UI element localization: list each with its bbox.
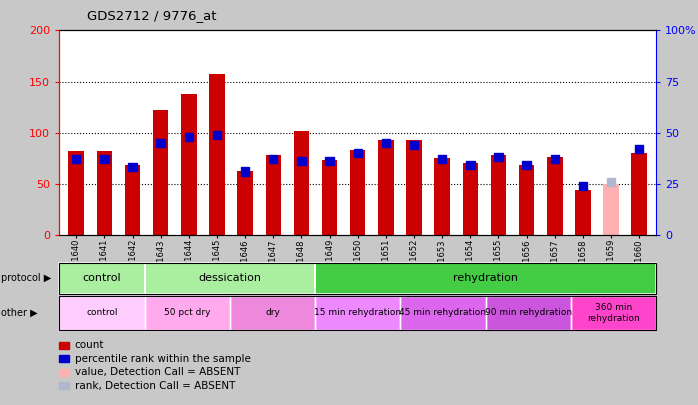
Bar [128,163,137,171]
Bar [269,155,278,163]
Text: other ▶: other ▶ [1,308,37,318]
Bar [551,155,559,163]
Bar [547,157,563,235]
Bar [519,165,535,235]
Bar [350,150,366,235]
Text: 360 min
rehydration: 360 min rehydration [587,303,640,322]
Bar [410,141,418,149]
Text: value, Detection Call = ABSENT: value, Detection Call = ABSENT [75,367,240,377]
Bar [434,158,450,235]
Text: GDS2712 / 9776_at: GDS2712 / 9776_at [87,9,217,22]
Bar [522,161,531,169]
Bar [353,149,362,157]
Bar [241,167,249,176]
Bar [322,160,337,235]
Bar [213,130,221,139]
Bar [378,140,394,235]
Bar [184,133,193,141]
Bar [466,161,475,169]
Text: percentile rank within the sample: percentile rank within the sample [75,354,251,364]
Text: count: count [75,341,104,350]
Bar [494,153,503,161]
Bar [632,153,647,235]
Text: 50 pct dry: 50 pct dry [164,308,211,318]
Bar [237,171,253,235]
Bar [325,157,334,165]
Text: dry: dry [265,308,280,318]
Bar [491,155,506,235]
Bar [209,75,225,235]
Text: 15 min rehydration: 15 min rehydration [314,308,401,318]
Bar [382,139,390,147]
Bar [72,155,80,163]
Bar [96,151,112,235]
Bar [635,145,644,153]
Bar [125,165,140,235]
Bar [265,155,281,235]
Bar [607,178,616,186]
Text: 45 min rehydration: 45 min rehydration [399,308,487,318]
Bar [153,110,168,235]
Bar [438,155,447,163]
Bar [297,157,306,165]
Text: control: control [87,308,118,318]
Bar [579,182,587,190]
Bar [100,155,109,163]
Bar [463,163,478,235]
Text: 90 min rehydration: 90 min rehydration [484,308,572,318]
Text: control: control [82,273,121,283]
Bar [575,190,591,235]
Bar [406,140,422,235]
Bar [68,151,84,235]
Bar [181,94,197,235]
Bar [603,184,619,235]
Bar [294,130,309,235]
Text: dessication: dessication [198,273,261,283]
Text: rehydration: rehydration [453,273,518,283]
Text: protocol ▶: protocol ▶ [1,273,51,283]
Bar [156,139,165,147]
Text: rank, Detection Call = ABSENT: rank, Detection Call = ABSENT [75,381,235,390]
